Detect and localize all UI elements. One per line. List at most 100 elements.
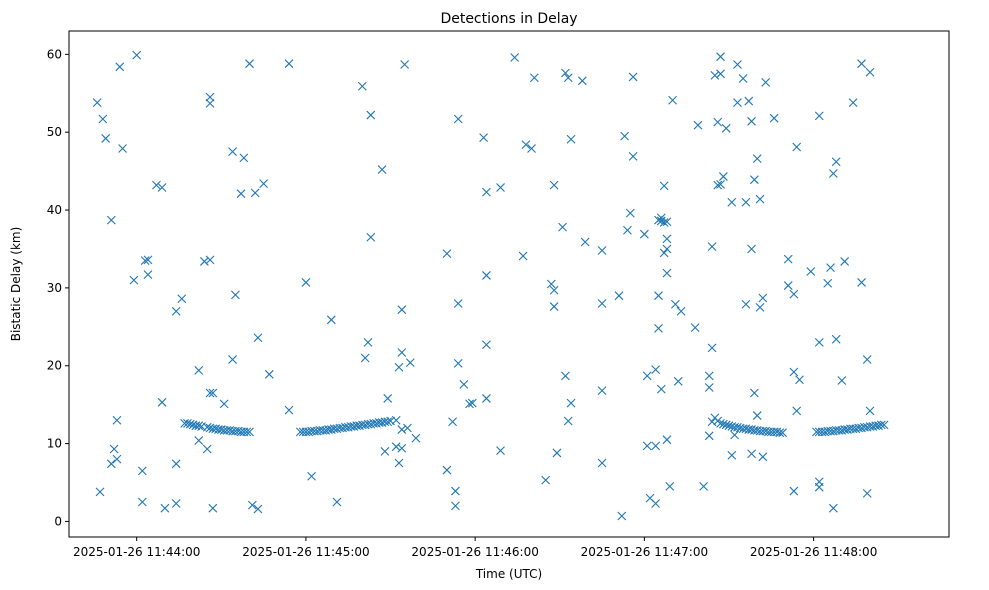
data-point-marker	[659, 248, 669, 258]
data-point-marker	[465, 399, 474, 409]
data-point-marker	[205, 99, 215, 108]
data-point-marker	[496, 183, 505, 192]
data-point-marker	[264, 369, 274, 379]
data-point-marker	[242, 427, 252, 437]
data-point-marker	[115, 62, 125, 72]
data-point-marker	[245, 427, 254, 437]
data-point-marker	[546, 279, 556, 289]
data-point-marker	[549, 285, 559, 295]
data-point-marker	[394, 458, 404, 468]
data-point-marker	[185, 419, 195, 429]
data-point-marker	[360, 353, 370, 363]
data-point-marker	[129, 275, 139, 285]
data-point-marker	[747, 449, 756, 459]
y-tick-label: 0	[54, 514, 62, 528]
data-point-marker	[383, 417, 393, 427]
data-point-marker	[628, 72, 638, 82]
data-point-marker	[521, 140, 531, 150]
data-point-marker	[752, 411, 762, 420]
data-point-marker	[137, 466, 147, 476]
data-point-marker	[727, 450, 737, 460]
data-point-marker	[561, 371, 570, 381]
data-point-marker	[140, 256, 150, 266]
y-tick-label: 60	[47, 47, 62, 61]
data-point-marker	[699, 482, 709, 491]
data-point-marker	[397, 305, 407, 315]
data-point-marker	[92, 98, 102, 108]
data-point-marker	[716, 69, 725, 79]
x-tick-label: 2025-01-26 11:46:00	[411, 545, 538, 559]
data-point-marker	[642, 371, 652, 381]
data-point-marker	[459, 380, 469, 389]
data-point-marker	[597, 458, 607, 468]
data-point-marker	[558, 222, 567, 232]
data-point-marker	[755, 194, 765, 204]
data-point-marker	[654, 291, 663, 301]
data-point-marker	[879, 420, 889, 430]
data-point-marker	[792, 142, 802, 152]
data-point-marker	[758, 452, 768, 462]
data-point-marker	[482, 187, 491, 197]
data-point-marker	[656, 384, 666, 394]
data-point-marker	[617, 511, 627, 521]
data-point-marker	[442, 249, 452, 259]
data-point-marker	[668, 95, 677, 105]
data-point-marker	[171, 499, 181, 508]
data-point-marker	[219, 399, 229, 409]
data-point-marker	[840, 257, 850, 266]
data-point-marker	[724, 421, 734, 431]
data-point-marker	[397, 443, 407, 453]
data-point-marker	[482, 340, 491, 350]
data-point-marker	[704, 431, 714, 441]
data-point-marker	[707, 343, 717, 353]
data-point-marker	[789, 367, 799, 377]
data-point-marker	[157, 183, 167, 192]
data-point-marker	[651, 499, 661, 508]
data-point-marker	[236, 189, 246, 199]
data-point-marker	[109, 444, 119, 454]
data-point-marker	[160, 503, 170, 513]
data-point-marker	[482, 271, 491, 280]
data-point-marker	[662, 234, 672, 244]
data-point-marker	[733, 60, 742, 69]
data-point-marker	[651, 441, 661, 451]
data-point-marker	[397, 425, 407, 434]
data-point-marker	[496, 446, 505, 455]
data-point-marker	[137, 497, 147, 507]
data-point-marker	[580, 237, 590, 247]
y-tick-label: 20	[47, 359, 62, 373]
data-point-marker	[721, 420, 731, 430]
data-point-marker	[112, 415, 122, 425]
data-point-marker	[194, 421, 204, 431]
data-point-marker	[727, 197, 737, 207]
x-tick-label: 2025-01-26 11:44:00	[73, 545, 200, 559]
data-point-marker	[749, 175, 759, 185]
data-point-marker	[730, 430, 740, 440]
data-point-marker	[397, 348, 407, 357]
data-point-marker	[202, 422, 212, 432]
data-point-marker	[143, 255, 153, 265]
data-point-marker	[177, 294, 187, 304]
data-point-marker	[623, 225, 632, 235]
data-point-marker	[479, 133, 489, 143]
y-axis-label: Bistatic Delay (km)	[9, 227, 23, 342]
data-point-marker	[738, 74, 748, 83]
data-point-marker	[366, 232, 376, 242]
data-point-marker	[741, 299, 751, 309]
data-point-marker	[814, 337, 824, 347]
data-point-marker	[769, 113, 779, 123]
data-point-marker	[332, 497, 342, 507]
data-point-marker	[865, 406, 875, 416]
data-point-marker	[665, 482, 675, 491]
data-point-marker	[628, 151, 638, 161]
data-point-marker	[552, 448, 562, 458]
data-point-marker	[400, 60, 410, 69]
data-point-marker	[857, 59, 866, 69]
data-point-marker	[755, 302, 765, 312]
data-point-marker	[716, 418, 725, 428]
data-point-marker	[778, 428, 787, 438]
data-point-marker	[662, 268, 672, 278]
data-point-marker	[620, 131, 630, 141]
data-point-marker	[795, 375, 804, 385]
